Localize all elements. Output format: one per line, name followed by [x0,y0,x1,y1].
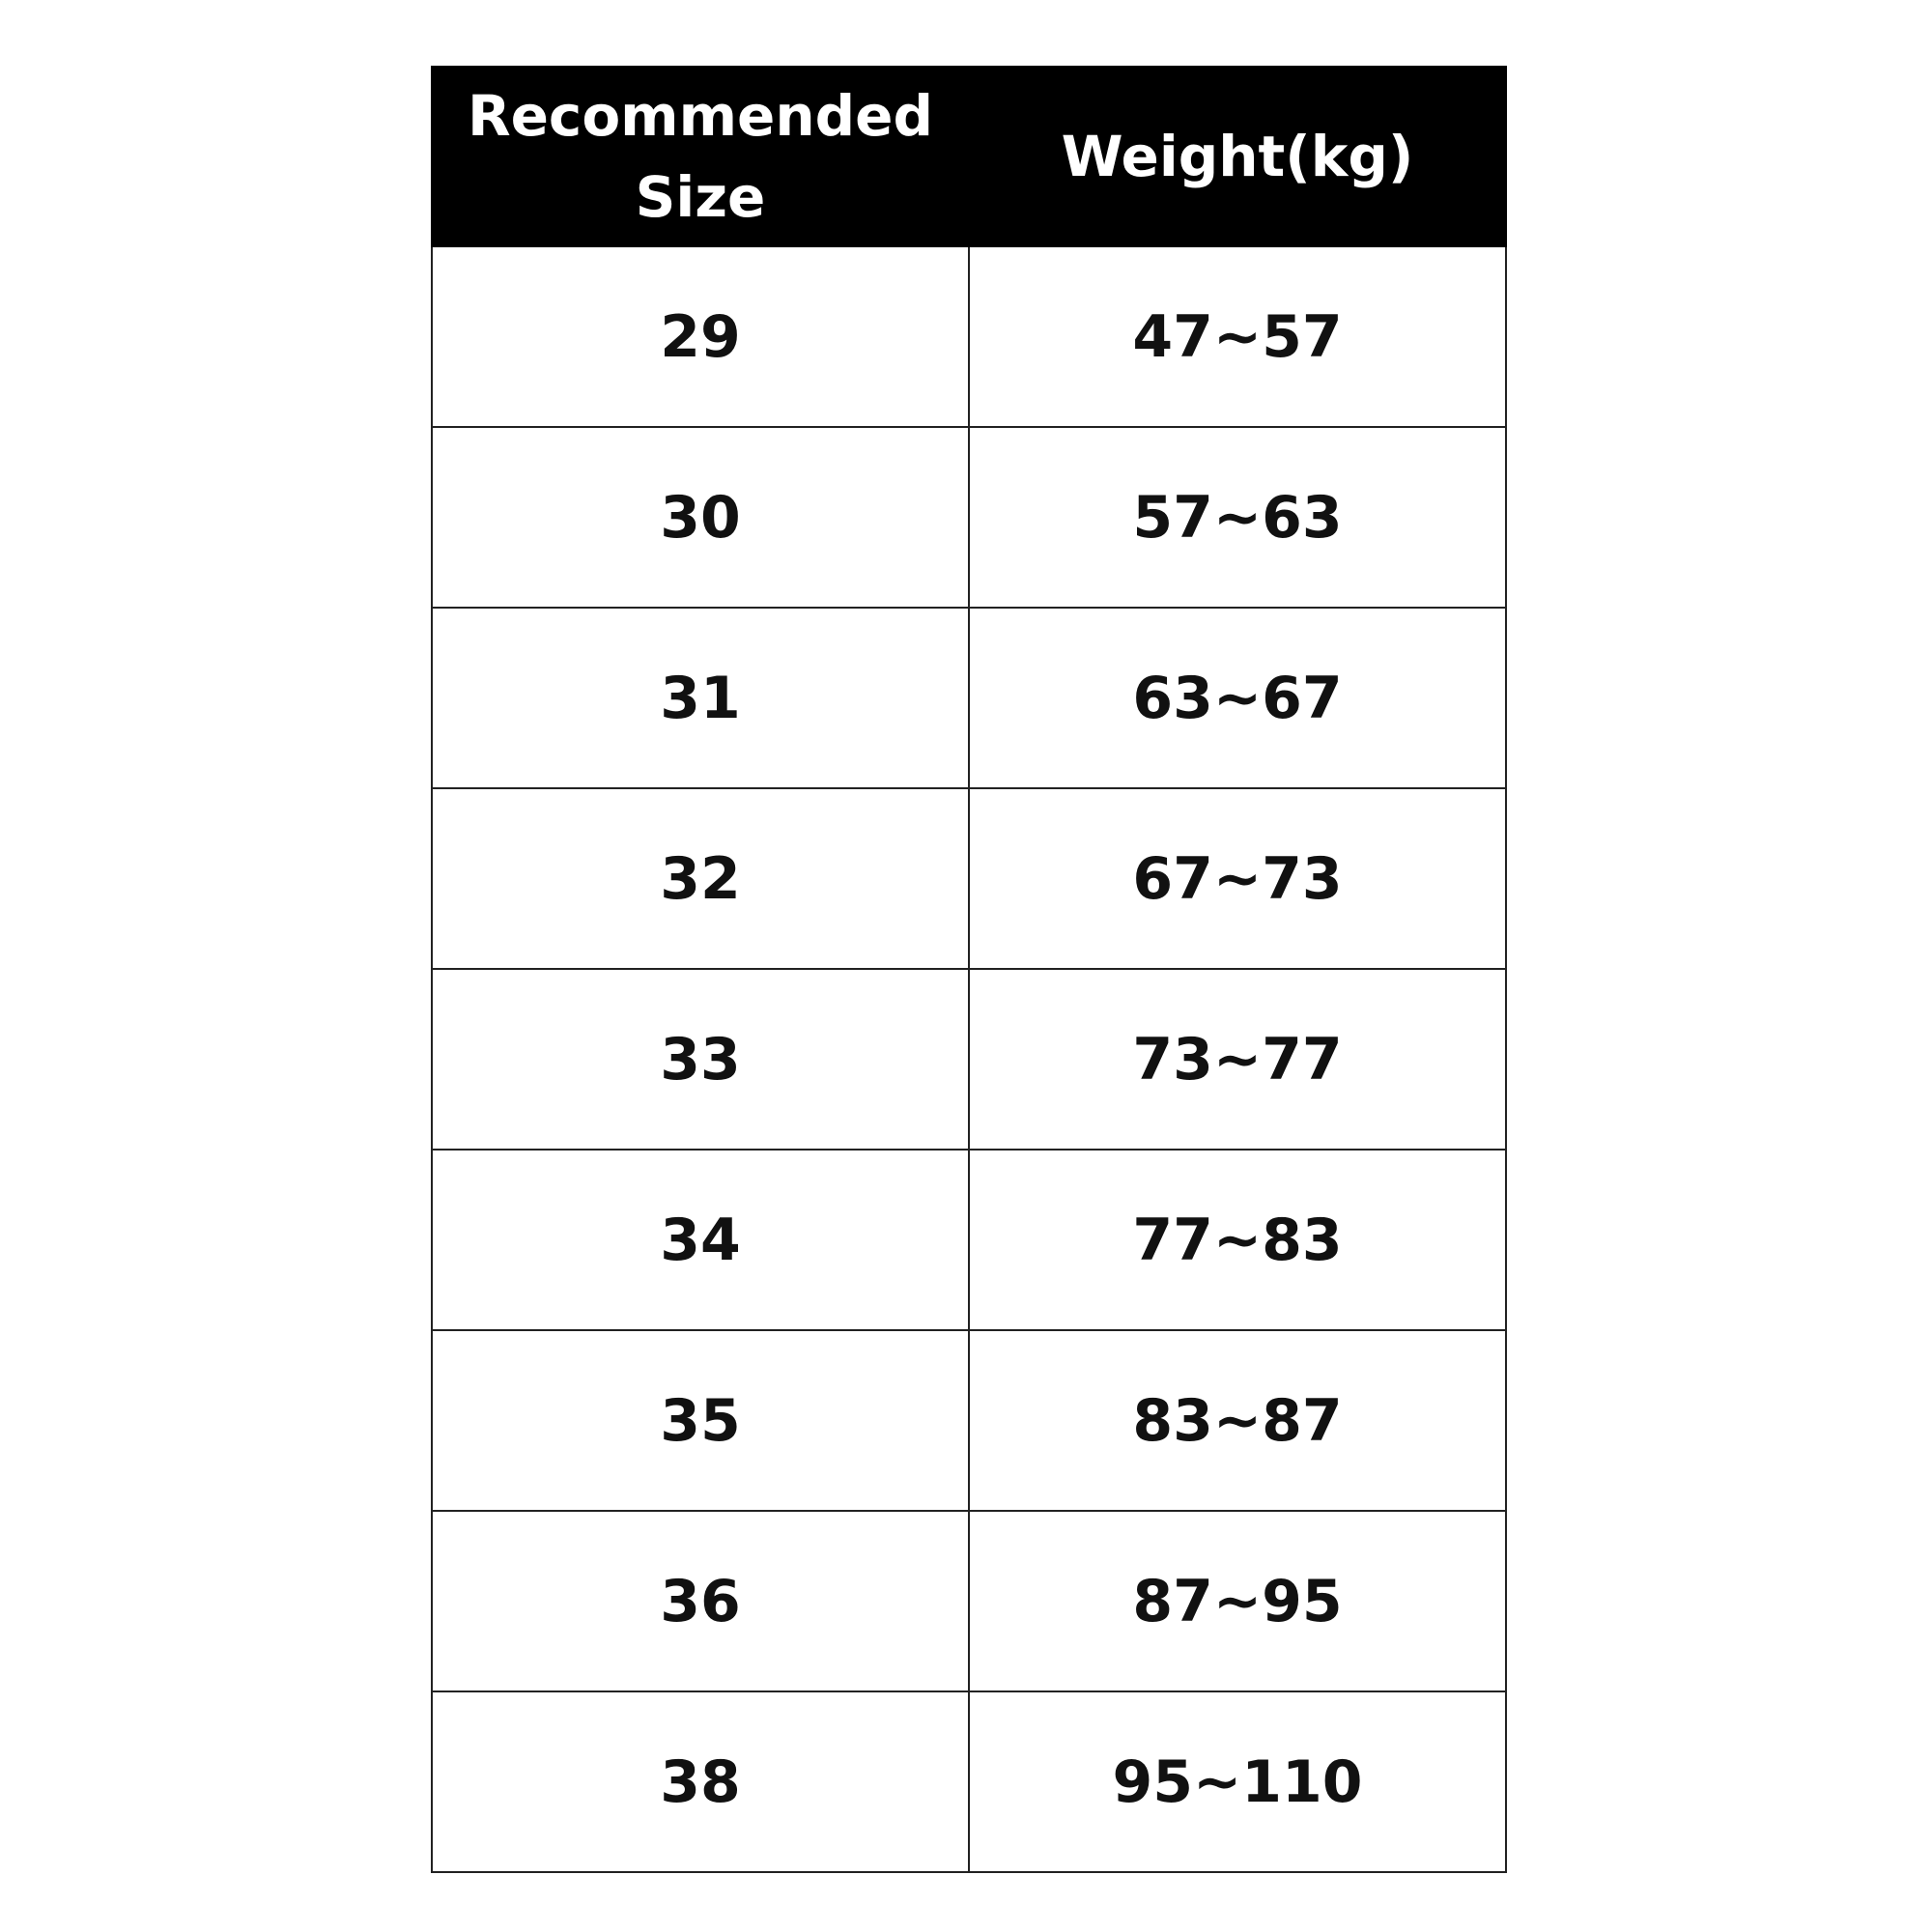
header-weight: Weight(kg) [968,66,1507,247]
weight-cell: 47~57 [968,245,1507,428]
table-row: 31 63~67 [431,607,1507,789]
table-row: 36 87~95 [431,1510,1507,1692]
size-cell: 33 [431,968,970,1151]
table-row: 34 77~83 [431,1149,1507,1331]
weight-cell: 77~83 [968,1149,1507,1331]
size-cell: 34 [431,1149,970,1331]
weight-cell: 57~63 [968,426,1507,609]
header-row: Recommended Size Weight(kg) [431,66,1507,247]
weight-cell: 73~77 [968,968,1507,1151]
table-row: 38 95~110 [431,1690,1507,1873]
size-cell: 35 [431,1329,970,1512]
size-cell: 36 [431,1510,970,1692]
size-chart-table: Recommended Size Weight(kg) 29 47~57 30 57… [431,66,1507,1873]
weight-cell: 83~87 [968,1329,1507,1512]
weight-cell: 67~73 [968,787,1507,970]
weight-cell: 95~110 [968,1690,1507,1873]
size-cell: 31 [431,607,970,789]
weight-cell: 63~67 [968,607,1507,789]
table-row: 32 67~73 [431,787,1507,970]
table-row: 29 47~57 [431,245,1507,428]
size-cell: 30 [431,426,970,609]
size-cell: 38 [431,1690,970,1873]
table-row: 33 73~77 [431,968,1507,1151]
header-recommended-size: Recommended Size [431,66,970,247]
size-cell: 32 [431,787,970,970]
size-cell: 29 [431,245,970,428]
table-row: 30 57~63 [431,426,1507,609]
table-row: 35 83~87 [431,1329,1507,1512]
weight-cell: 87~95 [968,1510,1507,1692]
